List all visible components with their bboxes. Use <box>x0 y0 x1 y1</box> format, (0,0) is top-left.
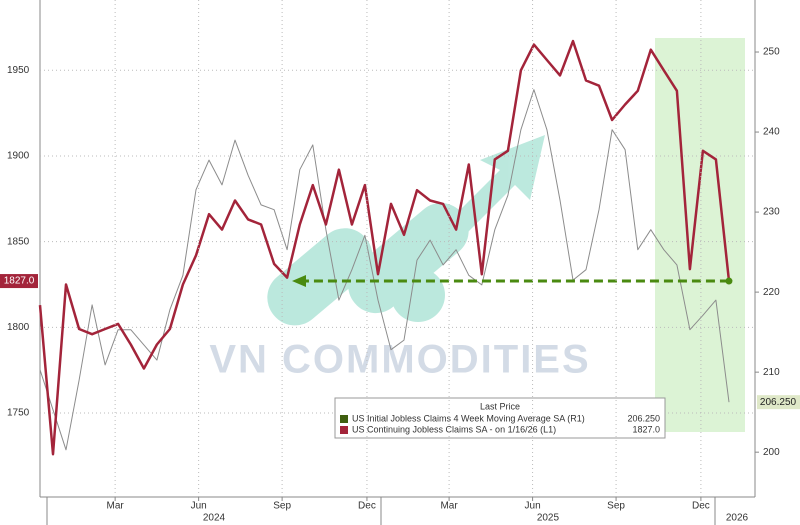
year-label: 2024 <box>203 513 226 524</box>
last-badge <box>757 395 800 410</box>
x-tick-label: Sep <box>273 501 291 512</box>
series-line <box>38 39 731 456</box>
year-label: 2025 <box>537 513 560 524</box>
legend: Last Price US Initial Jobless Claims 4 W… <box>334 397 666 439</box>
legend-box <box>334 397 666 439</box>
decor-shape <box>391 268 445 322</box>
y-tick-label: 1950 <box>7 65 30 76</box>
y-tick-label: 1800 <box>7 322 30 333</box>
highlight-region <box>655 38 745 432</box>
legend-label: US Continuing Jobless Claims SA - on 1/1… <box>352 424 556 434</box>
last-badge <box>0 274 38 289</box>
decor-shape <box>348 203 469 314</box>
legend-swatch <box>340 415 348 423</box>
legend-label: US Initial Jobless Claims 4 Week Moving … <box>352 413 585 423</box>
x-tick-label: Dec <box>358 501 376 512</box>
x-tick-label: Sep <box>607 501 625 512</box>
x-tick-label: Mar <box>440 501 458 512</box>
y-tick-label: 1900 <box>7 151 30 162</box>
arrow-end <box>725 277 733 285</box>
x-tick-label: Mar <box>107 501 125 512</box>
legend-title: Last Price <box>480 401 520 411</box>
legend-swatch <box>340 426 348 434</box>
x-tick-label: Jun <box>525 501 541 512</box>
y2-tick-label: 250 <box>763 47 780 58</box>
series-line <box>39 89 730 451</box>
legend-value: 1827.0 <box>632 424 660 434</box>
y2-tick-label: 200 <box>763 447 780 458</box>
arrow-head <box>292 275 306 288</box>
y-tick-label: 1850 <box>7 236 30 247</box>
y2-tick-label: 220 <box>763 287 780 298</box>
x-tick-label: Jun <box>191 501 207 512</box>
y-tick-label: 1750 <box>7 408 30 419</box>
decor-shape <box>267 228 373 326</box>
y2-tick-label: 210 <box>763 367 780 378</box>
watermark: VN COMMODITIES <box>209 338 590 382</box>
x-tick-label: Dec <box>692 501 710 512</box>
year-label: 2026 <box>726 513 749 524</box>
last-badge-label: 206.250 <box>760 397 797 408</box>
y2-tick-label: 230 <box>763 207 780 218</box>
legend-value: 206.250 <box>627 413 660 423</box>
last-badge-label: 1827.0 <box>4 276 35 287</box>
y2-tick-label: 240 <box>763 127 780 138</box>
